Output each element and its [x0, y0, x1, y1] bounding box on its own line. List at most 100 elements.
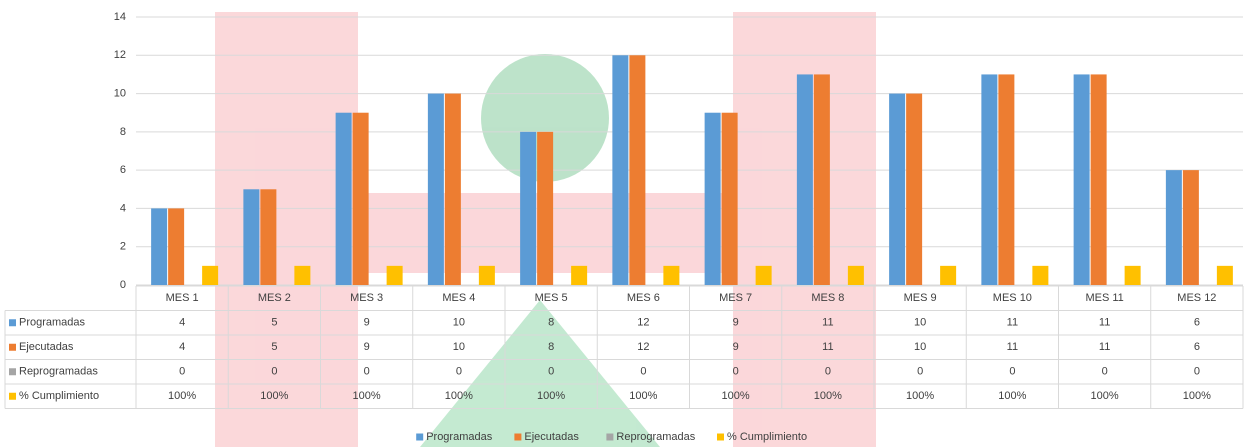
- bar: [1090, 74, 1107, 285]
- bar: [1216, 265, 1233, 285]
- bar: [294, 265, 311, 285]
- table-cell: 100%: [537, 390, 565, 402]
- table-cell: 10: [453, 341, 465, 353]
- table-cell: 0: [733, 366, 739, 378]
- table-cell: 11: [1007, 317, 1018, 329]
- table-cell: 100%: [906, 390, 934, 402]
- table-cell: 100%: [1091, 390, 1119, 402]
- x-tick-label: MES 11: [1085, 292, 1123, 304]
- table-cell: 8: [548, 341, 554, 353]
- table-cell: 11: [1099, 317, 1110, 329]
- table-cell: 100%: [445, 390, 473, 402]
- table-cell: 8: [548, 317, 554, 329]
- watermark-shape: [420, 300, 660, 447]
- table-cell: 9: [364, 341, 370, 353]
- bar: [721, 112, 738, 285]
- bar: [998, 74, 1015, 285]
- table-cell: 100%: [168, 390, 196, 402]
- table-cell: 100%: [722, 390, 750, 402]
- y-tick-label: 14: [114, 11, 126, 23]
- table-cell: 100%: [998, 390, 1026, 402]
- bar: [151, 208, 168, 285]
- y-tick-label: 12: [114, 49, 126, 61]
- bar: [537, 131, 554, 285]
- table-cell: 0: [640, 366, 646, 378]
- table-cell: 100%: [353, 390, 381, 402]
- x-tick-label: MES 4: [442, 292, 475, 304]
- bar: [520, 131, 537, 285]
- bar: [168, 208, 185, 285]
- y-tick-label: 10: [114, 87, 126, 99]
- table-cell: 6: [1194, 317, 1200, 329]
- bar: [1182, 170, 1199, 285]
- legend-label: % Cumplimiento: [727, 431, 807, 443]
- legend-key: [717, 433, 724, 441]
- bar: [1124, 265, 1141, 285]
- legend-key: [606, 433, 614, 441]
- bar: [663, 265, 680, 285]
- table-legend-key: [9, 319, 16, 327]
- legend-label: Reprogramadas: [616, 431, 695, 443]
- table-cell: 11: [1099, 341, 1110, 353]
- table-cell: 0: [825, 366, 831, 378]
- table-cell: 12: [637, 317, 649, 329]
- bar: [478, 265, 495, 285]
- bar: [704, 112, 721, 285]
- table-cell: 100%: [260, 390, 288, 402]
- bar: [906, 93, 923, 285]
- table-cell: 100%: [629, 390, 657, 402]
- table-legend-key: [9, 392, 16, 400]
- y-tick-label: 4: [120, 202, 126, 214]
- table-cell: 100%: [814, 390, 842, 402]
- table-cell: 10: [914, 341, 926, 353]
- bar: [1165, 170, 1182, 285]
- table-cell: 10: [453, 317, 465, 329]
- table-cell: 5: [271, 341, 277, 353]
- table-cell: 11: [1007, 341, 1018, 353]
- y-tick-label: 8: [120, 126, 126, 138]
- x-tick-label: MES 7: [719, 292, 752, 304]
- table-cell: 0: [1194, 366, 1200, 378]
- legend-key: [514, 433, 522, 441]
- table-cell: 0: [917, 366, 923, 378]
- table-cell: 9: [733, 317, 739, 329]
- bar: [243, 189, 260, 285]
- bar: [444, 93, 461, 285]
- x-tick-label: MES 3: [350, 292, 383, 304]
- legend-label: Ejecutadas: [524, 431, 579, 443]
- x-tick-label: MES 2: [258, 292, 291, 304]
- table-cell: 0: [548, 366, 554, 378]
- x-tick-label: MES 10: [993, 292, 1032, 304]
- table-legend-key: [9, 368, 16, 376]
- x-tick-label: MES 6: [627, 292, 660, 304]
- table-row-label: Programadas: [19, 317, 86, 329]
- table-cell: 4: [179, 341, 185, 353]
- bar: [1073, 74, 1090, 285]
- bar: [813, 74, 830, 285]
- x-tick-label: MES 1: [166, 292, 199, 304]
- table-cell: 11: [822, 317, 833, 329]
- x-tick-label: MES 9: [904, 292, 937, 304]
- bar: [612, 55, 629, 286]
- legend-label: Programadas: [426, 431, 493, 443]
- bar: [981, 74, 998, 285]
- x-tick-label: MES 12: [1177, 292, 1216, 304]
- bar: [260, 189, 277, 285]
- table-row-label: Ejecutadas: [19, 341, 74, 353]
- watermark-circle: [481, 54, 609, 182]
- bar: [202, 265, 219, 285]
- bar: [335, 112, 352, 285]
- bar: [1032, 265, 1049, 285]
- bar: [755, 265, 772, 285]
- y-tick-label: 6: [120, 164, 126, 176]
- x-tick-label: MES 5: [535, 292, 568, 304]
- table-cell: 5: [271, 317, 277, 329]
- bar: [940, 265, 957, 285]
- table-cell: 100%: [1183, 390, 1211, 402]
- bar: [796, 74, 813, 285]
- table-cell: 0: [271, 366, 277, 378]
- table-cell: 12: [637, 341, 649, 353]
- bar: [386, 265, 403, 285]
- y-tick-label: 2: [120, 241, 126, 253]
- table-legend-key: [9, 343, 16, 351]
